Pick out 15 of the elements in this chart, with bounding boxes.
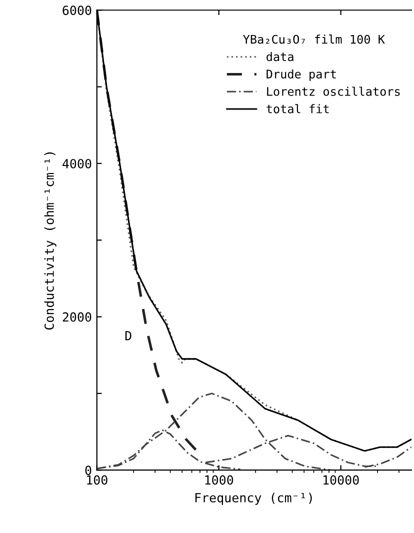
legend-title: YBa₂Cu₃O₇ film 100 K: [243, 34, 385, 44]
y-tick-label: 6000: [62, 6, 92, 16]
legend-label: data: [266, 52, 294, 62]
x-tick-label: 1000: [205, 475, 234, 485]
y-axis-title: Conductivity (ohm⁻¹cm⁻¹): [44, 152, 56, 330]
y-tick-label: 0: [85, 466, 92, 476]
y-tick-label: 2000: [62, 312, 92, 322]
x-tick-label: 10000: [323, 475, 359, 485]
annotation: D: [125, 331, 132, 340]
y-tick-label: 4000: [62, 158, 92, 168]
legend-label: Drude part: [266, 69, 336, 81]
x-tick-label: 100: [87, 475, 108, 485]
x-axis-title: Frequency (cm⁻¹): [195, 492, 312, 505]
legend-label: total fit: [266, 104, 329, 114]
legend-label: Lorentz oscillators: [267, 86, 400, 96]
